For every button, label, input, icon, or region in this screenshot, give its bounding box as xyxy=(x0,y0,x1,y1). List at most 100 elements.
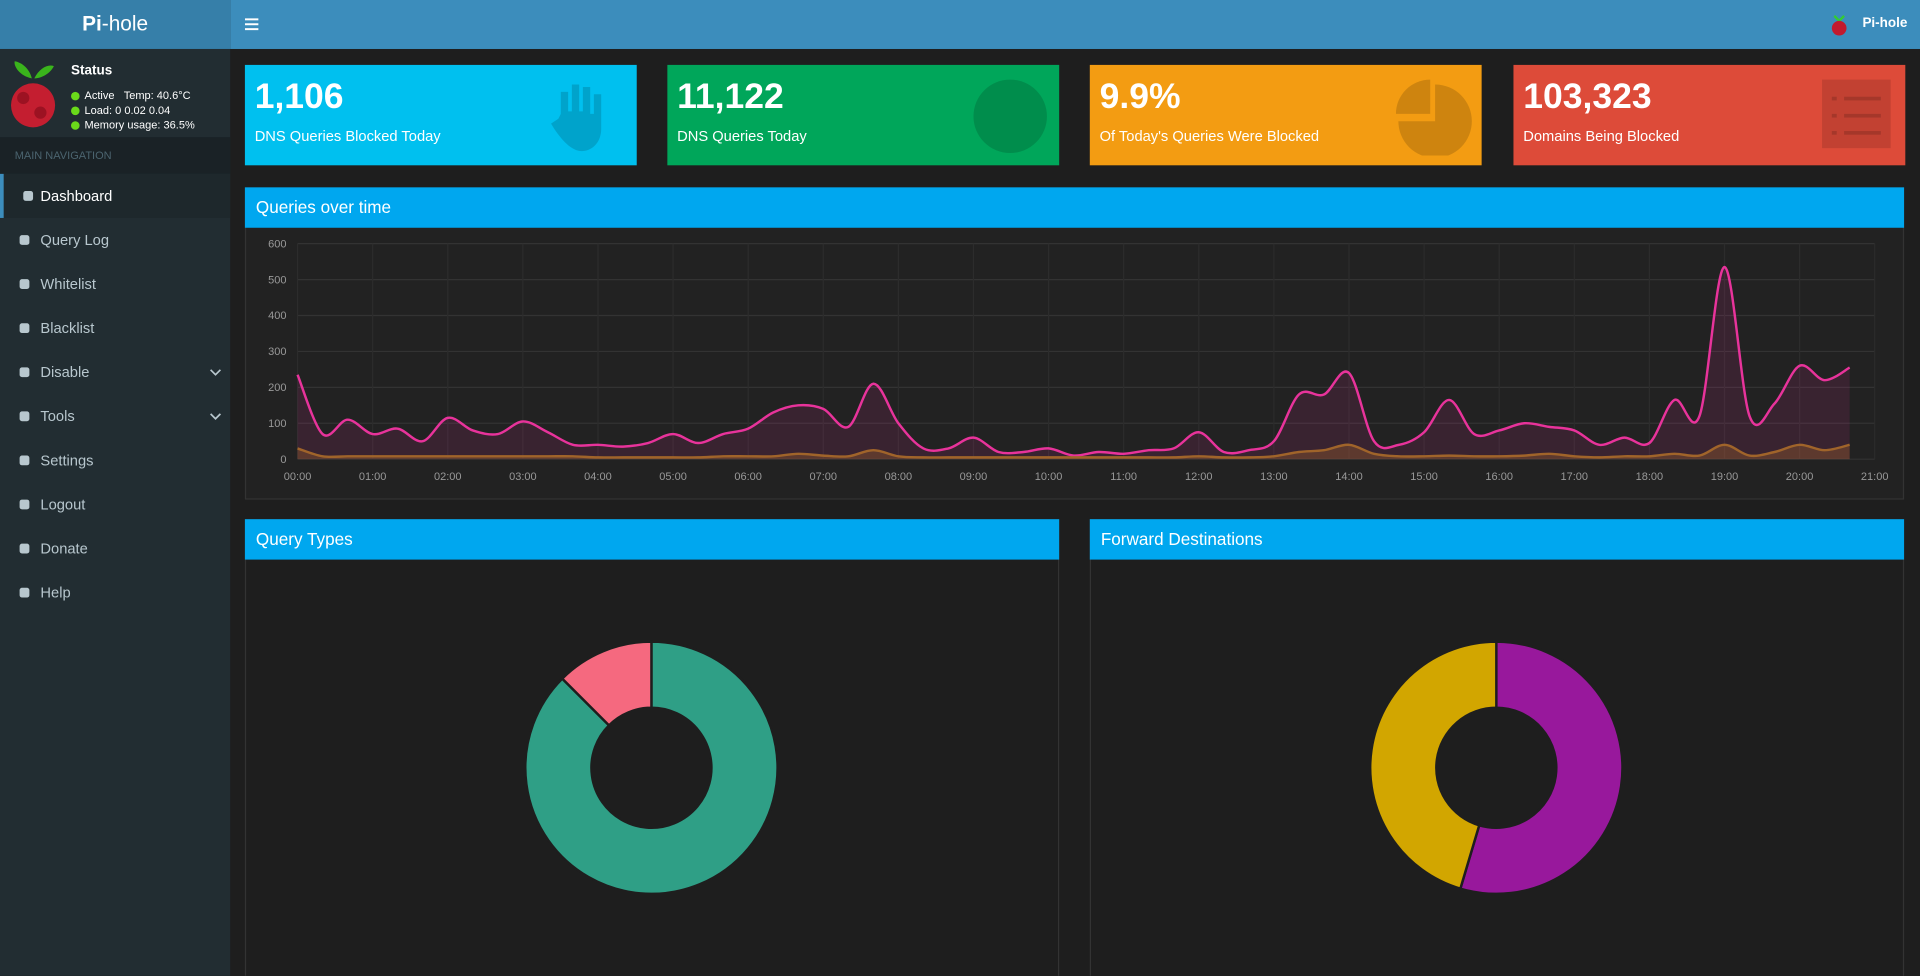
menu-toggle[interactable] xyxy=(244,17,260,32)
stat-label: DNS Queries Today xyxy=(677,127,807,145)
card-title: Queries over time xyxy=(256,197,391,217)
nav-label: Blacklist xyxy=(40,319,95,337)
nav-label: Dashboard xyxy=(40,187,113,205)
icon-shape xyxy=(19,587,30,598)
x-tick-label: 14:00 xyxy=(1335,471,1363,483)
icon-list xyxy=(1822,79,1891,149)
stat-label: DNS Queries Blocked Today xyxy=(254,127,441,145)
series-line xyxy=(297,443,1850,459)
x-tick-label: 18:00 xyxy=(1636,471,1664,483)
status-logo xyxy=(11,61,56,128)
stat-value: 1,106 xyxy=(254,77,344,117)
nav-item[interactable]: Donate xyxy=(0,527,230,571)
icon-shape xyxy=(23,191,34,201)
nav-label: Help xyxy=(40,584,71,602)
icon-shape xyxy=(19,279,30,289)
icon-shape xyxy=(19,411,30,422)
card-title: Forward Destinations xyxy=(1101,529,1263,549)
chevron-shape xyxy=(210,413,222,420)
status-title: Status xyxy=(71,63,113,79)
chevron xyxy=(210,413,222,420)
y-tick-label: 100 xyxy=(268,418,286,430)
nav-label: Settings xyxy=(40,451,94,469)
x-tick-label: 05:00 xyxy=(659,471,687,483)
nav-label: Disable xyxy=(40,363,90,381)
card-title: Query Types xyxy=(256,529,353,549)
series-area xyxy=(297,444,1850,460)
nav-item[interactable]: Whitelist xyxy=(0,262,230,306)
pie-slice xyxy=(1369,640,1498,891)
series-area xyxy=(297,267,1850,460)
logo[interactable]: Pi-hole xyxy=(0,0,231,49)
nav-icon xyxy=(19,543,30,554)
icon-shape xyxy=(19,543,30,554)
stat-box: 103,323 Domains Being Blocked xyxy=(1513,64,1906,166)
icon-shape xyxy=(19,455,30,466)
logo-prefix: Pi xyxy=(82,12,102,36)
charts: Queries over time Query Types Forward De… xyxy=(244,187,1905,976)
nav-item[interactable]: Logout xyxy=(0,482,230,526)
nav-item[interactable]: Settings xyxy=(0,438,230,482)
x-tick-label: 12:00 xyxy=(1185,471,1213,483)
user-name[interactable]: Pi-hole xyxy=(1862,15,1908,31)
stat-icon xyxy=(1395,79,1472,156)
load-text: Load: 0 0.02 0.04 xyxy=(84,104,171,117)
nav-icon xyxy=(19,455,30,466)
chevron-shape xyxy=(210,369,222,376)
x-tick-label: 07:00 xyxy=(809,471,837,483)
icon-shape xyxy=(19,499,30,510)
card-header xyxy=(244,187,1905,228)
nav-item[interactable]: Help xyxy=(0,571,230,615)
top-bar: Pi-hole xyxy=(230,0,1920,49)
y-tick-label: 400 xyxy=(268,310,286,322)
stat-icon xyxy=(1822,79,1891,149)
nav-item[interactable]: Tools xyxy=(0,394,230,438)
stat-box: 9.9% Of Today's Queries Were Blocked xyxy=(1089,64,1482,166)
icon-shape xyxy=(19,367,30,378)
nav-icon xyxy=(23,191,34,201)
card xyxy=(244,519,1060,976)
stat-icon xyxy=(973,79,1047,154)
active-text: Active xyxy=(84,89,115,102)
nav-icon xyxy=(19,323,30,334)
stat-value: 9.9% xyxy=(1099,77,1181,117)
x-tick-label: 21:00 xyxy=(1861,471,1889,483)
nav-label: Whitelist xyxy=(40,275,96,293)
x-tick-label: 04:00 xyxy=(584,471,612,483)
y-tick-label: 200 xyxy=(268,382,286,394)
icon-line xyxy=(1844,113,1881,118)
nav-icon xyxy=(19,367,30,378)
memory-text: Memory usage: 36.5% xyxy=(84,118,195,132)
icon-line xyxy=(1844,131,1881,135)
nav-item[interactable]: Blacklist xyxy=(0,306,230,350)
nav-icon xyxy=(19,587,30,598)
card xyxy=(1089,519,1905,976)
nav-item[interactable]: Dashboard xyxy=(0,173,231,218)
nav-icon xyxy=(19,411,30,422)
card-header xyxy=(1089,519,1905,560)
nav-label: Donate xyxy=(40,540,88,558)
chevron xyxy=(210,369,222,376)
nav-icon xyxy=(19,499,30,510)
nav-icon xyxy=(19,279,30,289)
y-tick-label: 600 xyxy=(268,238,286,250)
x-tick-label: 16:00 xyxy=(1485,471,1513,483)
temp-text: Temp: 40.6°C xyxy=(123,89,191,102)
nav-item[interactable]: Query Log xyxy=(0,218,230,262)
user-icon xyxy=(1831,15,1847,36)
nav-icon xyxy=(19,235,30,245)
icon-line xyxy=(1844,96,1881,101)
sidebar: Status Active Temp: 40.6°C Load: 0 0.02 … xyxy=(0,48,231,976)
nav-item[interactable]: Disable xyxy=(0,350,230,394)
stat-label: Of Today's Queries Were Blocked xyxy=(1099,127,1320,145)
x-tick-label: 10:00 xyxy=(1035,471,1063,483)
nav-label: Tools xyxy=(40,407,75,425)
x-tick-label: 08:00 xyxy=(885,471,913,483)
icon-line xyxy=(1831,96,1837,101)
stat-value: 103,323 xyxy=(1523,77,1652,117)
icon-shape xyxy=(19,235,30,245)
x-tick-label: 20:00 xyxy=(1786,471,1814,483)
status-active: Active Temp: 40.6°C xyxy=(71,89,191,102)
nav-header: MAIN NAVIGATION xyxy=(0,137,231,174)
